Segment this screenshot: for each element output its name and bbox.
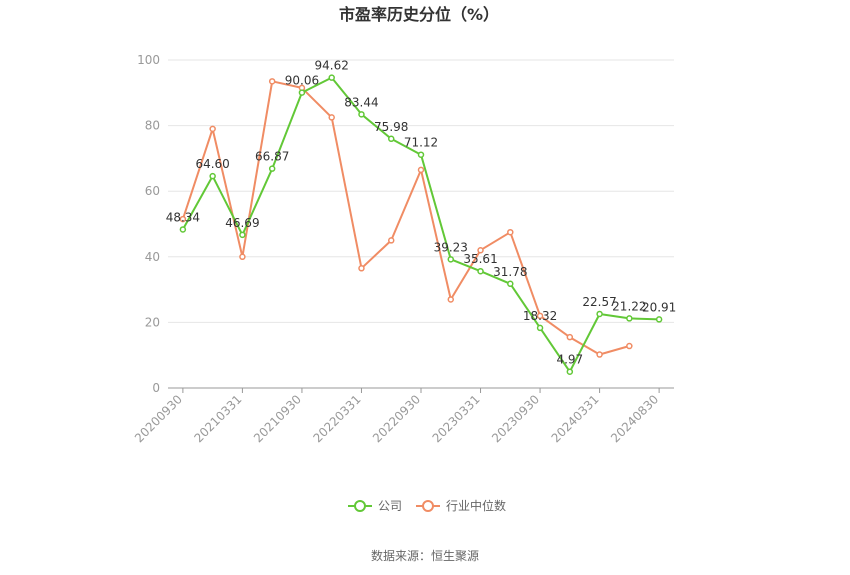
data-point — [566, 333, 574, 341]
data-label: 35.61 — [463, 252, 497, 266]
x-tick-label: 20200930 — [132, 392, 185, 445]
data-label: 71.12 — [404, 136, 438, 150]
source-note: 数据来源：恒生聚源 — [371, 548, 479, 563]
data-point — [447, 256, 455, 263]
data-point — [507, 280, 514, 288]
series-layer — [179, 74, 663, 375]
data-point — [239, 253, 246, 261]
data-point — [596, 310, 603, 318]
data-point — [179, 226, 187, 233]
y-tick-label: 60 — [145, 184, 160, 198]
data-label: 46.69 — [225, 216, 259, 230]
data-point — [268, 165, 276, 172]
data-label: 48.34 — [166, 210, 200, 224]
data-point — [536, 324, 544, 332]
data-label: 21.22 — [612, 299, 646, 313]
data-label: 39.23 — [434, 240, 468, 254]
data-point — [477, 267, 484, 275]
data-label: 22.57 — [582, 295, 616, 309]
x-tick-label: 20240331 — [549, 392, 602, 445]
x-tick-label: 20240830 — [608, 392, 661, 445]
x-tick-label: 20220930 — [370, 392, 423, 445]
x-tick-label: 20230930 — [489, 392, 542, 445]
data-label: 4.97 — [556, 353, 583, 367]
data-point — [268, 78, 276, 85]
data-point — [655, 316, 663, 323]
x-tick-label: 20230331 — [430, 392, 483, 445]
legend-label: 行业中位数 — [446, 498, 506, 513]
data-point — [566, 368, 574, 375]
y-tick-label: 0 — [152, 381, 160, 395]
data-point — [328, 114, 335, 121]
data-point — [179, 215, 187, 223]
grid — [168, 59, 674, 323]
y-tick-label: 80 — [145, 119, 160, 133]
legend-item: 公司 — [348, 499, 402, 513]
data-label: 83.44 — [344, 95, 378, 109]
data-label: 18.32 — [523, 309, 557, 323]
y-tick-label: 100 — [137, 53, 160, 67]
x-tick-label: 20210930 — [251, 392, 304, 445]
x-tick-label: 20220331 — [311, 392, 364, 445]
y-tick-label: 40 — [145, 250, 160, 264]
data-point — [417, 151, 425, 158]
data-label: 64.60 — [195, 157, 229, 171]
legend-marker — [422, 500, 434, 512]
data-point — [387, 135, 395, 143]
data-point — [358, 265, 365, 272]
legend-label: 公司 — [378, 499, 402, 513]
data-point — [447, 296, 455, 303]
data-label: 20.91 — [642, 300, 676, 314]
data-label: 66.87 — [255, 150, 289, 164]
chart-title: 市盈率历史分位（%） — [339, 5, 499, 24]
data-point — [387, 237, 395, 244]
data-label: 75.98 — [374, 120, 408, 134]
data-point — [417, 166, 425, 174]
series-line-industry — [181, 80, 630, 356]
data-point — [239, 231, 246, 239]
data-point — [507, 228, 514, 236]
legend-item: 行业中位数 — [416, 498, 506, 513]
data-label: 94.62 — [315, 59, 349, 73]
data-label: 31.78 — [493, 265, 527, 279]
data-point — [328, 74, 335, 81]
legend: 公司 行业中位数 — [348, 498, 506, 513]
data-point — [536, 312, 544, 320]
data-point — [209, 125, 216, 133]
data-point — [358, 111, 365, 118]
y-tick-label: 20 — [145, 315, 160, 329]
data-point — [477, 246, 484, 254]
data-point — [298, 89, 306, 96]
data-label: 90.06 — [285, 74, 319, 88]
data-point — [596, 351, 603, 358]
data-point — [626, 342, 633, 350]
data-point — [209, 172, 216, 180]
x-tick-label: 20210331 — [191, 392, 244, 445]
legend-marker — [354, 500, 366, 512]
data-point — [626, 315, 633, 322]
